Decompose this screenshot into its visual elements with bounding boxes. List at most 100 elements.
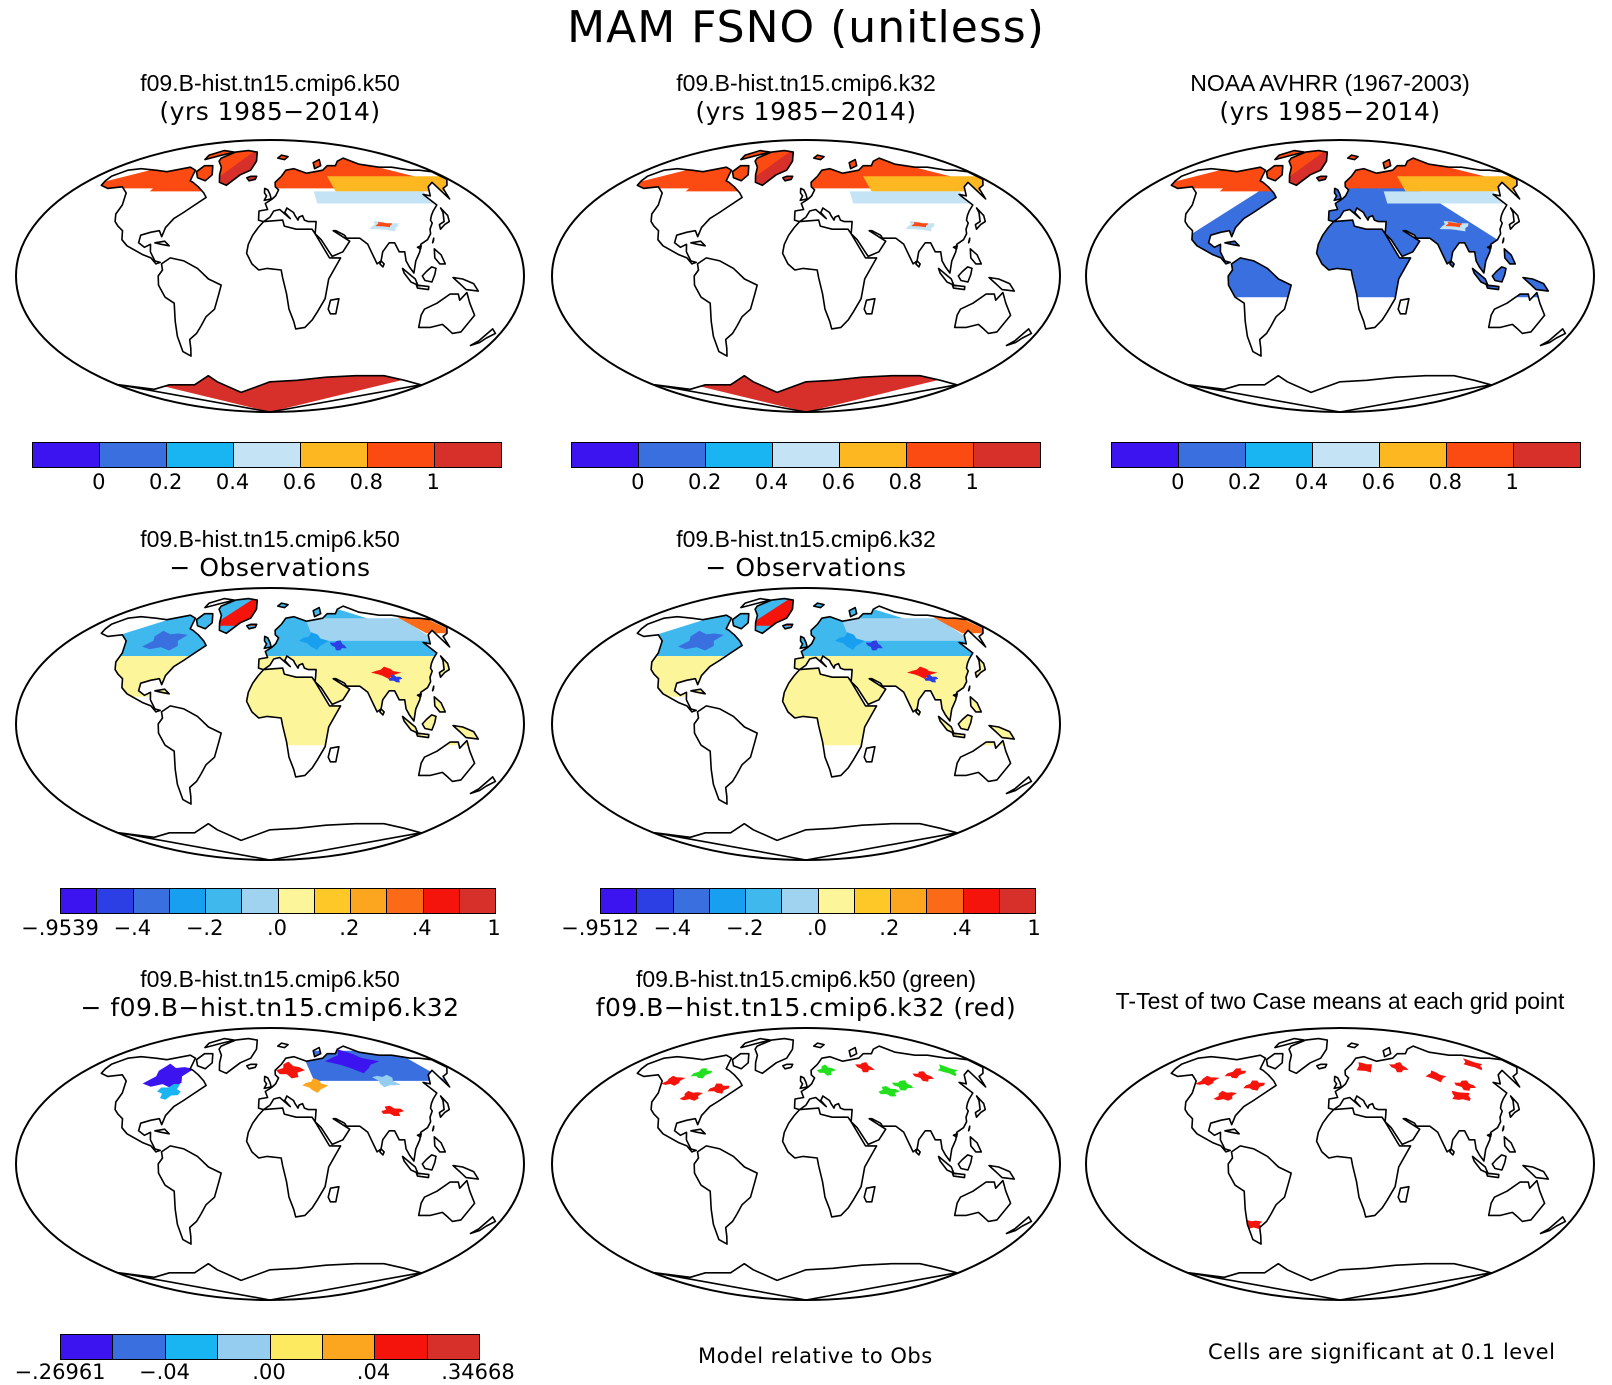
- colorbar-tick-label: 0.4: [754, 470, 789, 494]
- colorbar-tick-label: .0: [266, 916, 288, 940]
- colorbar-mean-1: [32, 442, 502, 468]
- colorbar-swatch: [974, 443, 1040, 467]
- colorbar-case-difference: [60, 1334, 480, 1360]
- colorbar-swatch: [100, 443, 167, 467]
- colorbar-swatch: [368, 443, 435, 467]
- colorbar-swatch: [1179, 443, 1246, 467]
- colorbar-tick-label: 0.2: [149, 470, 183, 494]
- colorbar-swatch: [1112, 443, 1179, 467]
- colorbar-tick-label: 0.8: [1428, 470, 1462, 494]
- panel-title-k50-minus-obs: f09.B-hist.tn15.cmip6.k50 − Observations: [140, 526, 400, 582]
- colorbar-swatch: [33, 443, 100, 467]
- colorbar-swatch: [782, 889, 819, 913]
- colorbar-swatch: [169, 889, 206, 913]
- colorbar-tick-label: 0.2: [688, 470, 722, 494]
- colorbar-swatch: [907, 443, 974, 467]
- map-k50-mean: [15, 139, 525, 413]
- colorbar-diff-k50: [60, 888, 496, 914]
- colorbar-tick-label: −.04: [139, 1360, 190, 1384]
- colorbar-tick-label: −.2: [725, 916, 764, 940]
- panel-title-obs: NOAA AVHRR (1967-2003) (yrs 1985−2014): [1190, 70, 1470, 126]
- colorbar-tick-label: 1: [487, 916, 501, 940]
- map-obs-mean: [1085, 139, 1595, 413]
- note-significance: Cells are significant at 0.1 level: [1208, 1340, 1556, 1364]
- colorbar-swatch: [270, 1335, 323, 1359]
- colorbar-tick-label: .0: [806, 916, 828, 940]
- colorbar-swatch: [322, 1335, 376, 1359]
- colorbar-swatch: [61, 889, 98, 913]
- colorbar-swatch: [818, 889, 855, 913]
- colorbar-tick-label: 0.4: [215, 470, 250, 494]
- colorbar-swatch: [375, 1335, 428, 1359]
- colorbar-tick-label: 0: [1171, 470, 1185, 494]
- colorbar-swatch: [301, 443, 368, 467]
- colorbar-tick-label: 1: [1505, 470, 1519, 494]
- colorbar-tick-label: −.9512: [561, 916, 639, 940]
- colorbar-swatch: [1380, 443, 1447, 467]
- colorbar-swatch: [706, 443, 773, 467]
- colorbar-tick-label: .34668: [441, 1360, 515, 1384]
- colorbar-tick-label: .00: [252, 1360, 286, 1384]
- colorbar-swatch: [278, 889, 315, 913]
- colorbar-swatch: [423, 889, 460, 913]
- colorbar-swatch: [165, 1335, 219, 1359]
- colorbar-swatch: [927, 889, 964, 913]
- colorbar-tick-label: 0: [92, 470, 106, 494]
- figure-title: MAM FSNO (unitless): [567, 2, 1045, 53]
- panel-title-case-difference: f09.B-hist.tn15.cmip6.k50 − f09.B−hist.t…: [80, 966, 460, 1022]
- colorbar-swatch: [459, 889, 495, 913]
- colorbar-swatch: [133, 889, 170, 913]
- colorbar-tick-label: 0.8: [349, 470, 383, 494]
- colorbar-tick-label: 0.6: [1361, 470, 1396, 494]
- colorbar-tick-label: 1: [965, 470, 979, 494]
- colorbar-swatch: [572, 443, 639, 467]
- colorbar-swatch: [963, 889, 1000, 913]
- colorbar-swatch: [351, 889, 388, 913]
- colorbar-swatch: [637, 889, 674, 913]
- colorbar-tick-label: −.2: [185, 916, 224, 940]
- map-k32-mean: [551, 139, 1061, 413]
- map-significance-overlay: [551, 1027, 1061, 1301]
- panel-title-ttest: T-Test of two Case means at each grid po…: [1115, 988, 1565, 1014]
- colorbar-swatch: [746, 889, 783, 913]
- colorbar-tick-label: .2: [339, 916, 360, 940]
- map-k32-minus-obs: [551, 587, 1061, 861]
- colorbar-tick-label: 0: [631, 470, 645, 494]
- colorbar-swatch: [206, 889, 243, 913]
- map-case-difference: [15, 1027, 525, 1301]
- map-ttest: [1085, 1027, 1595, 1301]
- colorbar-tick-label: .4: [411, 916, 432, 940]
- panel-title-k50-mean: f09.B-hist.tn15.cmip6.k50 (yrs 1985−2014…: [140, 70, 400, 126]
- panel-title-significance-overlay: f09.B-hist.tn15.cmip6.k50 (green) f09.B−…: [595, 966, 1017, 1022]
- colorbar-swatch: [61, 1335, 114, 1359]
- colorbar-swatch: [1313, 443, 1380, 467]
- colorbar-tick-label: −.4: [113, 916, 152, 940]
- map-k50-minus-obs: [15, 587, 525, 861]
- colorbar-tick-label: 0.6: [821, 470, 856, 494]
- panel-title-k32-mean: f09.B-hist.tn15.cmip6.k32 (yrs 1985−2014…: [676, 70, 936, 126]
- colorbar-swatch: [1447, 443, 1514, 467]
- colorbar-tick-label: 1: [1027, 916, 1041, 940]
- colorbar-swatch: [435, 443, 501, 467]
- colorbar-swatch: [113, 1335, 166, 1359]
- colorbar-swatch: [891, 889, 928, 913]
- colorbar-swatch: [427, 1335, 479, 1359]
- colorbar-swatch: [314, 889, 351, 913]
- colorbar-tick-label: .2: [879, 916, 900, 940]
- colorbar-tick-label: −.26961: [14, 1360, 106, 1384]
- colorbar-swatch: [709, 889, 746, 913]
- colorbar-swatch: [854, 889, 891, 913]
- colorbar-swatch: [1514, 443, 1580, 467]
- colorbar-swatch: [242, 889, 279, 913]
- colorbar-tick-label: 1: [426, 470, 440, 494]
- colorbar-mean-2: [571, 442, 1041, 468]
- colorbar-swatch: [97, 889, 134, 913]
- colorbar-swatch: [167, 443, 234, 467]
- note-model-relative: Model relative to Obs: [698, 1344, 933, 1368]
- colorbar-swatch: [639, 443, 706, 467]
- panel-title-k32-minus-obs: f09.B-hist.tn15.cmip6.k32 − Observations: [676, 526, 936, 582]
- colorbar-swatch: [999, 889, 1035, 913]
- colorbar-swatch: [218, 1335, 271, 1359]
- colorbar-swatch: [1246, 443, 1313, 467]
- colorbar-tick-label: 0.6: [282, 470, 317, 494]
